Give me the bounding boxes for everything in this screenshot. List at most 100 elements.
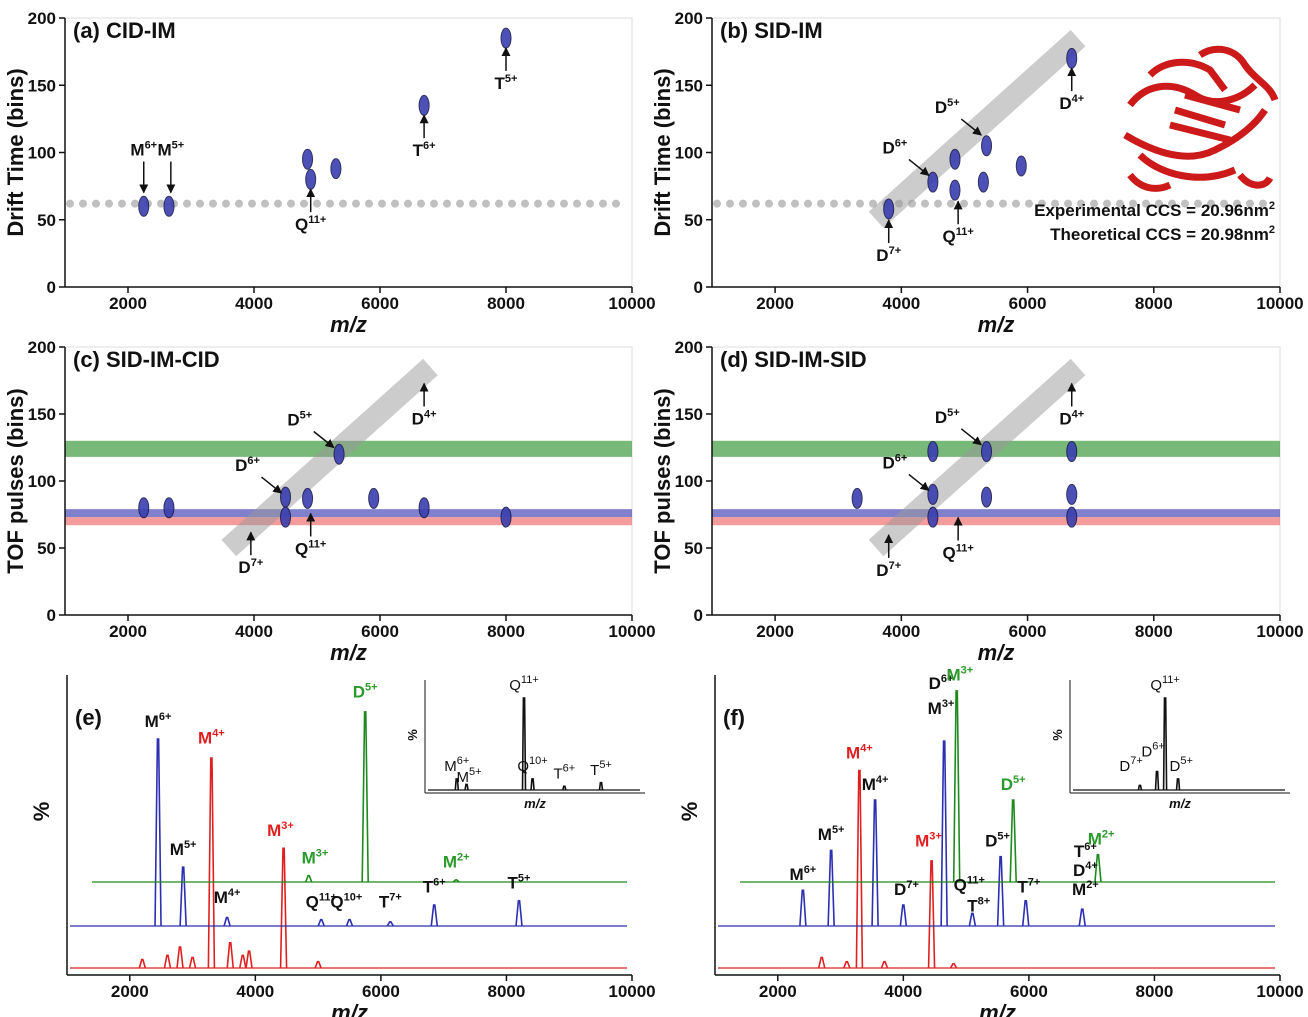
x-tick-label: 8000 (488, 982, 526, 1001)
peak (245, 950, 253, 969)
ion-name: M (444, 758, 457, 775)
ion-label: D7+ (876, 245, 901, 265)
peak (1154, 770, 1160, 791)
inset-x-label: m/z (524, 796, 546, 811)
ion-charge: 6+ (457, 755, 470, 767)
peak (1078, 908, 1087, 927)
ion-label: M3+ (946, 665, 973, 685)
x-tick-label: 8000 (487, 294, 525, 313)
ion-charge: 4+ (1072, 409, 1085, 421)
ion-name: M (145, 712, 159, 731)
ion-name: D (929, 674, 941, 693)
peak (279, 847, 288, 969)
inset-x-label: m/z (1169, 796, 1191, 811)
peak (871, 799, 879, 927)
ion-cluster (949, 179, 961, 201)
ion-name: M (130, 141, 144, 160)
y-tick-label: 200 (675, 9, 703, 28)
peak (1009, 799, 1017, 883)
ion-label: D5+ (935, 97, 960, 117)
y-axis-label: Drift Time (bins) (650, 68, 675, 236)
y-tick-label: 50 (684, 539, 703, 558)
ion-cluster (368, 487, 380, 509)
ion-cluster (981, 486, 993, 508)
plot-frame (64, 346, 633, 616)
y-tick-label: 50 (37, 539, 56, 558)
ion-label: D4+ (412, 409, 437, 429)
ion-charge: 5+ (1013, 774, 1026, 786)
peak (1021, 900, 1030, 927)
ion-charge: 3+ (929, 831, 942, 843)
peak (454, 778, 460, 791)
diagonal-band (868, 29, 1086, 228)
plot-frame (711, 346, 1281, 616)
inset-y-label: % (1050, 729, 1065, 741)
ion-name: M (170, 840, 184, 859)
ion-label: D5+ (935, 407, 960, 427)
ion-cluster (500, 27, 512, 49)
ion-name: D (882, 453, 894, 472)
ion-charge: 7+ (1130, 755, 1143, 767)
ion-charge: 5+ (184, 839, 197, 851)
note: Theoretical CCS = 20.98nm2 (1050, 224, 1275, 244)
ion-charge: 6+ (1084, 841, 1097, 853)
ion-charge: 6+ (433, 877, 446, 889)
peak (188, 956, 197, 969)
peak (855, 769, 864, 969)
ion-charge: 8+ (978, 896, 991, 908)
y-tick-label: 50 (684, 211, 703, 230)
ion-charge: 4+ (1072, 93, 1085, 105)
ion-label: T5+ (495, 73, 518, 93)
x-tick-label: 10000 (1256, 982, 1303, 1001)
x-tick-label: 8000 (1136, 982, 1174, 1001)
y-tick-label: 0 (47, 278, 56, 297)
ion-cluster (418, 94, 430, 116)
ion-charge: 6+ (423, 140, 436, 152)
peak (927, 860, 936, 969)
ion-cluster (927, 506, 939, 528)
y-axis-label: TOF pulses (bins) (3, 388, 28, 573)
ion-charge: 11+ (956, 543, 974, 555)
peak (223, 916, 231, 927)
ion-name: D (238, 558, 250, 577)
ion-label: D4+ (1059, 93, 1084, 113)
ion-label: T7+ (379, 891, 402, 911)
highlight-band (65, 517, 632, 526)
ion-cluster (305, 168, 317, 190)
ion-charge: 6+ (895, 452, 908, 464)
ion-label: D4+ (1073, 860, 1098, 880)
ion-label: M4+ (214, 887, 241, 907)
peak (304, 874, 313, 883)
ion-cluster (981, 441, 993, 463)
inset-y-label: % (405, 729, 420, 741)
ion-label: T6+ (553, 762, 575, 782)
ion-name: Q (306, 892, 319, 911)
ion-label: M2+ (1072, 879, 1099, 899)
ion-name: Q (509, 677, 521, 694)
highlight-band (712, 517, 1280, 526)
ion-charge: 2+ (1086, 879, 1099, 891)
peak (386, 921, 395, 927)
ion-charge: 5+ (1180, 755, 1193, 767)
ion-cluster (280, 506, 291, 528)
diagonal-band (868, 358, 1086, 557)
y-tick-label: 200 (28, 338, 56, 357)
x-tick-label: 6000 (362, 982, 400, 1001)
ion-label: Q11+ (306, 891, 337, 911)
ion-charge: 5+ (997, 831, 1010, 843)
x-tick-label: 4000 (235, 294, 273, 313)
ion-label: T6+ (423, 877, 446, 897)
ion-name: T (508, 874, 519, 893)
ion-name: D (412, 410, 424, 429)
ion-charge: 11+ (956, 226, 974, 238)
ion-label: Q11+ (954, 875, 985, 895)
ion-name: D (1170, 758, 1181, 775)
ion-name: D (894, 880, 906, 899)
ion-name: Q (330, 892, 343, 911)
ion-name: Q (942, 544, 955, 563)
ion-charge: 6+ (895, 137, 908, 149)
y-tick-label: 150 (28, 76, 56, 95)
ion-label: Q11+ (1150, 674, 1180, 694)
ion-cluster (883, 198, 895, 220)
ion-label: T8+ (967, 896, 990, 916)
